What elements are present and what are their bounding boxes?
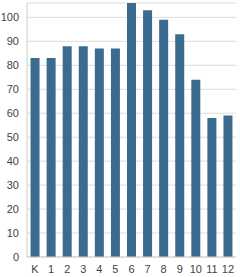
svg-text:8: 8	[161, 263, 167, 275]
svg-text:10: 10	[190, 263, 202, 275]
svg-text:3: 3	[80, 263, 86, 275]
svg-text:0: 0	[13, 251, 19, 263]
svg-text:5: 5	[112, 263, 118, 275]
svg-text:30: 30	[8, 179, 19, 191]
svg-text:2: 2	[64, 263, 70, 275]
svg-text:20: 20	[8, 203, 19, 215]
svg-text:50: 50	[8, 131, 19, 143]
svg-text:6: 6	[128, 263, 134, 275]
svg-text:10: 10	[8, 227, 19, 239]
svg-text:80: 80	[8, 59, 19, 71]
svg-text:11: 11	[206, 263, 217, 275]
svg-text:40: 40	[8, 155, 19, 167]
svg-text:4: 4	[96, 263, 102, 275]
svg-text:70: 70	[8, 83, 19, 95]
svg-text:100: 100	[8, 11, 19, 23]
svg-text:9: 9	[177, 263, 183, 275]
svg-text:90: 90	[8, 35, 19, 47]
svg-text:7: 7	[145, 263, 151, 275]
svg-text:1: 1	[48, 263, 54, 275]
svg-text:K: K	[31, 263, 39, 275]
svg-text:60: 60	[8, 107, 19, 119]
svg-text:12: 12	[222, 263, 232, 275]
